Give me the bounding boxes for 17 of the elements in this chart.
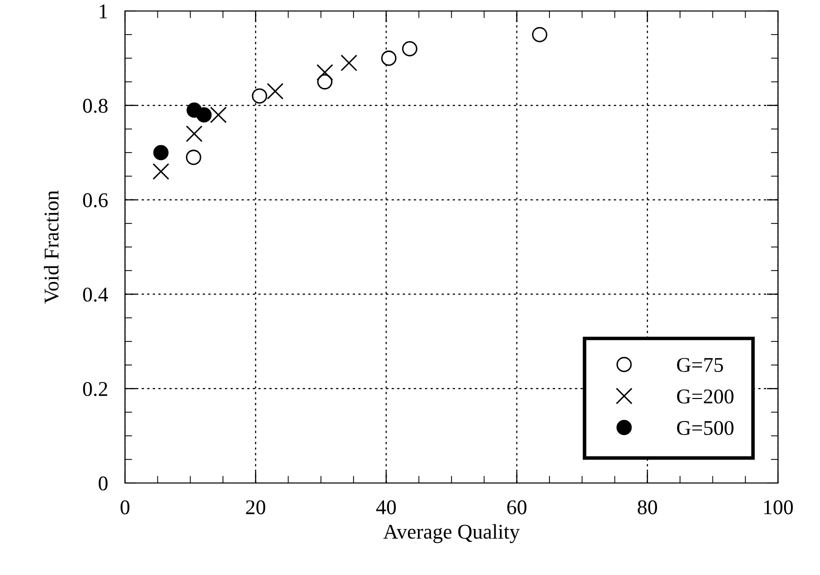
legend-label: G=200 xyxy=(677,389,734,404)
x-tick-label: 80 xyxy=(638,500,658,514)
x-tick-label: 60 xyxy=(507,500,526,514)
y-tick-label: 0.2 xyxy=(83,382,108,396)
y-tick-label: 0 xyxy=(98,476,108,490)
y-tick-label: 1 xyxy=(100,4,108,18)
legend-label: G=75 xyxy=(677,358,724,372)
x-tick-label: 0 xyxy=(120,500,130,514)
x-tick-label: 20 xyxy=(246,500,266,514)
y-axis-title: Void Fraction xyxy=(44,190,59,304)
y-tick-label: 0.6 xyxy=(83,193,108,208)
x-tick-label: 100 xyxy=(764,500,793,514)
y-tick-label: 0.8 xyxy=(83,98,108,113)
y-tick-label: 0.4 xyxy=(83,288,108,302)
legend-label: G=500 xyxy=(677,420,734,436)
x-tick-label: 40 xyxy=(376,500,396,514)
x-axis-title: Average Quality xyxy=(383,524,520,544)
